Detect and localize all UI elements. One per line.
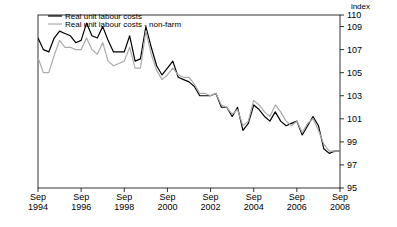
y-tick xyxy=(340,164,344,165)
x-tick-label: Sep2008 xyxy=(330,192,350,212)
y-tick-label: 99 xyxy=(347,137,357,147)
y-tick-label: 109 xyxy=(347,22,362,32)
x-tick-label-part: Sep xyxy=(203,192,219,202)
y-tick xyxy=(340,72,344,73)
x-tick-label-part: 2008 xyxy=(330,202,350,212)
x-tick-label-part: 2002 xyxy=(201,202,221,212)
x-tick-label-part: 2000 xyxy=(157,202,177,212)
x-tick-label: Sep1998 xyxy=(114,192,134,212)
y-axis-label: index xyxy=(351,2,370,11)
chart: 959799101103105107109110indexSep1994Sep1… xyxy=(0,0,397,227)
x-tick-label: Sep1996 xyxy=(71,192,91,212)
y-tick-label: 103 xyxy=(347,91,362,101)
y-tick xyxy=(340,26,344,27)
legend-swatch xyxy=(48,15,62,16)
x-tick-label-part: Sep xyxy=(30,192,46,202)
x-tick-label-part: Sep xyxy=(332,192,348,202)
series-line xyxy=(38,23,340,153)
x-tick-label-part: Sep xyxy=(159,192,175,202)
x-tick-label: Sep1994 xyxy=(28,192,48,212)
plot-lines xyxy=(38,23,340,153)
x-tick-label-part: 1994 xyxy=(28,202,48,212)
y-tick-label: 101 xyxy=(347,114,362,124)
x-tick-label: Sep2000 xyxy=(157,192,177,212)
y-tick-label: 110 xyxy=(347,10,361,20)
y-tick xyxy=(340,141,344,142)
y-tick xyxy=(340,95,344,96)
y-tick xyxy=(340,15,344,16)
y-tick-label: 105 xyxy=(347,68,362,78)
y-tick xyxy=(340,49,344,50)
legend-label: Real unit labour costs - non-farm xyxy=(65,20,181,29)
x-tick-label-part: Sep xyxy=(73,192,89,202)
x-tick-label-part: 1998 xyxy=(114,202,134,212)
legend-swatch xyxy=(48,23,62,24)
x-tick-label: Sep2002 xyxy=(201,192,221,212)
x-tick-label: Sep2006 xyxy=(287,192,307,212)
y-tick xyxy=(340,118,344,119)
x-tick-label: Sep2004 xyxy=(244,192,264,212)
x-tick-label-part: 1996 xyxy=(71,202,91,212)
plot-frame xyxy=(38,15,340,188)
x-tick-label-part: Sep xyxy=(246,192,262,202)
y-tick-label: 97 xyxy=(347,160,357,170)
y-tick xyxy=(340,188,344,189)
y-tick-label: 107 xyxy=(347,45,362,55)
x-tick-label-part: Sep xyxy=(289,192,305,202)
x-tick-label-part: 2006 xyxy=(287,202,307,212)
y-tick-label: 95 xyxy=(347,183,357,193)
series-line xyxy=(38,31,340,151)
x-tick-label-part: 2004 xyxy=(244,202,264,212)
x-tick-label-part: Sep xyxy=(116,192,132,202)
